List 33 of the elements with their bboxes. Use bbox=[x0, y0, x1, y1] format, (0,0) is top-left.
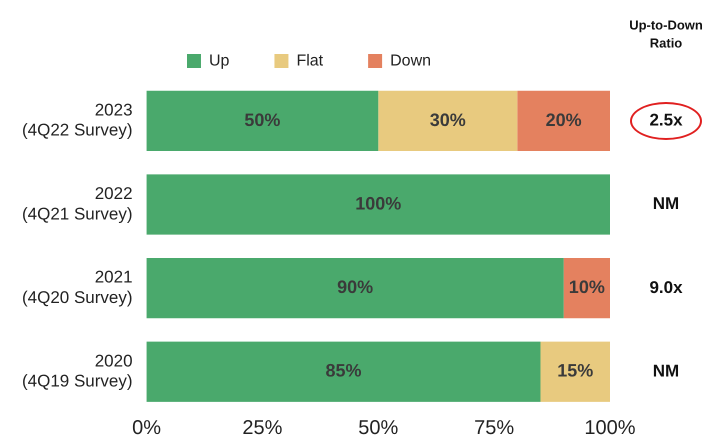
bar bbox=[517, 90, 610, 151]
data-label: 30% bbox=[430, 110, 466, 130]
y-tick-label: 2022 (4Q21 Survey) bbox=[22, 184, 133, 224]
data-label: 50% bbox=[244, 110, 280, 130]
data-label: 90% bbox=[337, 277, 374, 298]
data-label: 15% bbox=[557, 360, 594, 381]
bar bbox=[540, 342, 610, 402]
y-tick-label: 2020 (4Q19 Survey) bbox=[22, 351, 133, 391]
text: 2.5x bbox=[649, 110, 684, 130]
text: NM bbox=[652, 361, 680, 380]
data-label: 85% bbox=[325, 360, 362, 381]
legend-label: Up bbox=[208, 52, 230, 70]
x-tick-label: 75% bbox=[474, 417, 514, 440]
bar bbox=[378, 90, 518, 151]
bar bbox=[146, 90, 378, 151]
y-tick-label: 2023 (4Q22 Survey) bbox=[22, 100, 133, 140]
bar bbox=[146, 174, 610, 235]
legend-label: Flat bbox=[296, 52, 324, 70]
bar bbox=[146, 258, 564, 318]
text: NM bbox=[652, 194, 680, 214]
bar bbox=[564, 258, 610, 318]
bar bbox=[146, 342, 540, 402]
data-label: 20% bbox=[546, 110, 582, 130]
text: 9.0x bbox=[649, 278, 684, 297]
x-tick-label: 50% bbox=[358, 417, 398, 440]
data-label: 100% bbox=[355, 193, 402, 214]
legend-label: Down bbox=[390, 52, 432, 70]
x-tick-label: 25% bbox=[242, 417, 283, 440]
y-tick-label: 2021 (4Q20 Survey) bbox=[22, 268, 133, 308]
x-tick-label: 100% bbox=[584, 417, 636, 440]
x-tick-label: 0% bbox=[132, 417, 162, 440]
text: Up-to-Down Ratio bbox=[629, 18, 703, 51]
data-label: 10% bbox=[568, 277, 605, 298]
